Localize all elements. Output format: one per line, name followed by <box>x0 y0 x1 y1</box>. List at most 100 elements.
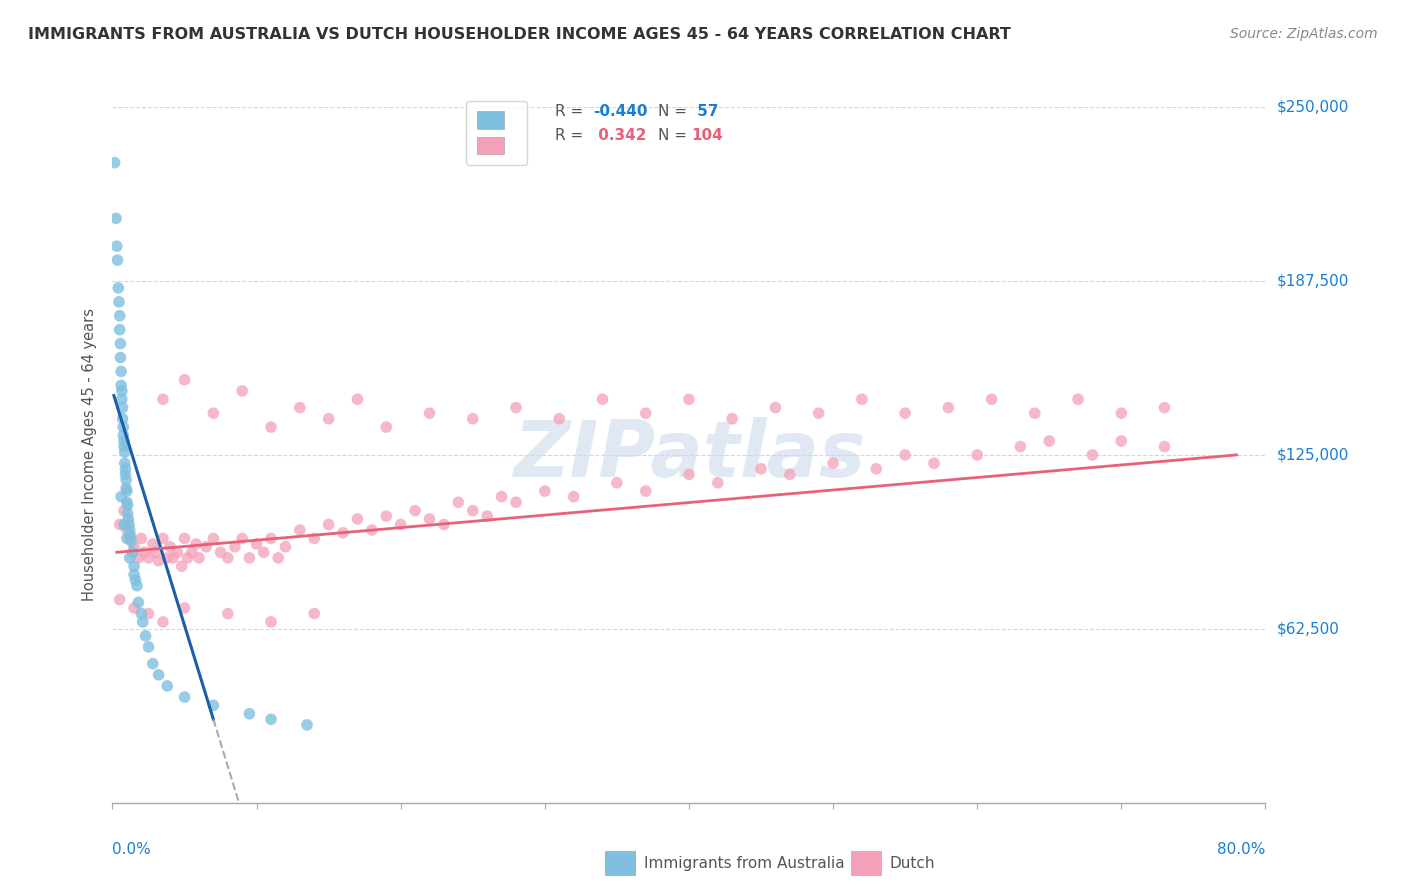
Point <box>129 607 153 621</box>
Point <box>110 364 132 378</box>
Point <box>138 607 160 621</box>
Point <box>111 401 134 415</box>
Point <box>678 467 700 482</box>
Point <box>332 525 354 540</box>
Point <box>375 509 398 524</box>
Point <box>980 392 1002 407</box>
Point <box>404 503 426 517</box>
Point <box>173 532 195 546</box>
Point <box>1010 440 1032 454</box>
Point <box>115 473 138 487</box>
Point <box>132 615 155 629</box>
Point <box>170 559 193 574</box>
Point <box>548 411 571 425</box>
Y-axis label: Householder Income Ages 45 - 64 years: Householder Income Ages 45 - 64 years <box>82 309 97 601</box>
Point <box>260 712 283 726</box>
Point <box>108 309 131 323</box>
Point <box>118 550 141 565</box>
Point <box>114 445 136 459</box>
Point <box>156 679 179 693</box>
Point <box>267 550 290 565</box>
Point <box>375 420 398 434</box>
Point <box>433 517 456 532</box>
Point <box>111 411 134 425</box>
Point <box>173 601 195 615</box>
Text: $187,500: $187,500 <box>1277 274 1348 288</box>
Point <box>217 550 239 565</box>
Point <box>112 517 135 532</box>
Point <box>936 401 959 415</box>
Point <box>108 323 131 337</box>
Point <box>634 484 657 499</box>
Point <box>114 456 136 470</box>
Point <box>117 498 139 512</box>
Point <box>562 490 585 504</box>
Point <box>209 545 232 559</box>
Point <box>107 281 129 295</box>
Point <box>156 550 179 565</box>
Point <box>360 523 382 537</box>
Point <box>115 484 138 499</box>
Point <box>180 545 202 559</box>
Point <box>346 392 368 407</box>
Point <box>138 550 160 565</box>
Point <box>295 718 318 732</box>
Point <box>117 507 139 521</box>
Point <box>115 532 138 546</box>
Text: N =: N = <box>658 104 692 119</box>
Point <box>419 512 441 526</box>
Point <box>112 428 135 442</box>
Point <box>678 392 700 407</box>
Point <box>245 537 267 551</box>
Point <box>124 573 146 587</box>
Point <box>491 490 513 504</box>
Point <box>114 462 136 476</box>
Point <box>1038 434 1060 448</box>
Point <box>122 601 145 615</box>
Point <box>142 657 165 671</box>
Point <box>173 690 195 704</box>
Point <box>1111 434 1133 448</box>
Point <box>122 540 145 554</box>
Point <box>118 517 141 532</box>
Point <box>125 579 148 593</box>
Point <box>224 540 246 554</box>
Text: Dutch: Dutch <box>890 856 935 871</box>
Point <box>304 532 326 546</box>
Point <box>706 475 728 490</box>
Point <box>1153 440 1175 454</box>
Point <box>114 467 136 482</box>
Point <box>115 523 138 537</box>
Text: 57: 57 <box>692 104 718 119</box>
Point <box>238 550 260 565</box>
Point <box>1153 401 1175 415</box>
Point <box>202 406 225 420</box>
Point <box>851 392 873 407</box>
Point <box>120 534 142 549</box>
Point <box>1024 406 1046 420</box>
Point <box>231 384 253 398</box>
Point <box>505 495 527 509</box>
Point <box>142 537 165 551</box>
Point <box>148 667 170 681</box>
Point <box>461 411 484 425</box>
Point <box>112 503 135 517</box>
Point <box>118 523 141 537</box>
Point <box>318 411 340 425</box>
Point <box>260 420 283 434</box>
Point <box>148 554 170 568</box>
Point <box>115 495 138 509</box>
Text: R =: R = <box>555 128 589 143</box>
Point <box>110 336 132 351</box>
Point <box>304 607 326 621</box>
Point <box>288 523 311 537</box>
Text: $62,500: $62,500 <box>1277 622 1340 636</box>
Point <box>231 532 253 546</box>
Point <box>110 351 132 365</box>
Point <box>966 448 988 462</box>
Point <box>129 532 153 546</box>
Point <box>606 475 628 490</box>
Point <box>217 607 239 621</box>
Point <box>117 512 139 526</box>
Text: IMMIGRANTS FROM AUSTRALIA VS DUTCH HOUSEHOLDER INCOME AGES 45 - 64 YEARS CORRELA: IMMIGRANTS FROM AUSTRALIA VS DUTCH HOUSE… <box>28 27 1011 42</box>
